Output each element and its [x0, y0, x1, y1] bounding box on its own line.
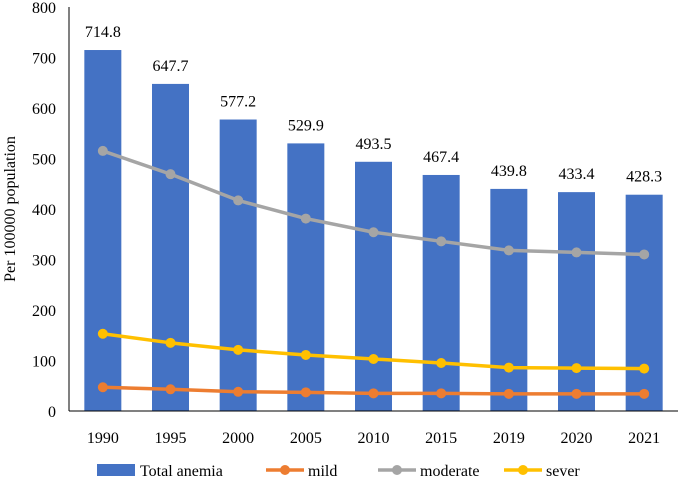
- bar-data-label: 577.2: [220, 94, 256, 111]
- x-axis-ticks: 1990 1995 2000 2005 2010 2015 2019 2020 2021: [87, 430, 660, 447]
- marker-mild: [639, 388, 650, 399]
- marker-mild: [571, 388, 582, 399]
- bar-total-anemia: [152, 83, 189, 411]
- bar-total-anemia: [355, 161, 392, 411]
- y-axis-title: Per 100000 population: [2, 136, 19, 282]
- bar-data-label: 467.4: [423, 149, 459, 166]
- marker-mild: [300, 387, 311, 398]
- legend-marker-mild: [280, 465, 290, 475]
- marker-mild: [165, 384, 176, 395]
- bar-total-anemia: [490, 188, 528, 411]
- y-tick-label: 400: [32, 202, 56, 219]
- legend-marker-sever: [518, 465, 528, 475]
- marker-mild: [503, 388, 514, 399]
- bar-data-label: 493.5: [356, 136, 392, 153]
- marker-moderate: [639, 249, 650, 260]
- marker-sever: [571, 363, 582, 374]
- marker-moderate: [300, 213, 311, 224]
- y-tick-label: 300: [32, 253, 56, 270]
- x-tick-label: 2015: [425, 430, 457, 447]
- marker-sever: [503, 362, 514, 373]
- x-tick-label: 2010: [358, 430, 390, 447]
- legend: Total anemia mild moderate sever: [97, 463, 580, 480]
- line-series: [97, 145, 650, 399]
- marker-moderate: [97, 145, 108, 156]
- bar-total-anemia: [625, 194, 663, 411]
- marker-moderate: [436, 236, 447, 247]
- marker-sever: [639, 363, 650, 374]
- axes: [68, 7, 678, 412]
- marker-sever: [300, 349, 311, 360]
- y-axis-ticks: 0 100 200 300 400 500 600 700 800: [32, 0, 56, 421]
- x-tick-label: 2019: [493, 430, 525, 447]
- legend-label-total-anemia: Total anemia: [140, 463, 223, 480]
- marker-sever: [233, 344, 244, 355]
- bar-data-label: 714.8: [85, 24, 121, 41]
- marker-sever: [165, 337, 176, 348]
- bar-total-anemia: [219, 119, 257, 411]
- bar-data-label: 433.4: [559, 166, 595, 183]
- bar-total-anemia: [287, 143, 325, 411]
- bar-data-label: 647.7: [153, 58, 189, 75]
- marker-moderate: [233, 195, 244, 206]
- y-tick-label: 800: [32, 0, 56, 17]
- legend-label-moderate: moderate: [420, 463, 480, 480]
- y-tick-label: 600: [32, 101, 56, 118]
- marker-moderate: [368, 227, 379, 238]
- legend-swatch-total-anemia: [97, 464, 135, 476]
- y-tick-label: 500: [32, 152, 56, 169]
- x-tick-label: 2000: [222, 430, 254, 447]
- y-tick-label: 700: [32, 51, 56, 68]
- bar-total-anemia: [422, 174, 460, 411]
- bar-data-label: 439.8: [491, 163, 527, 180]
- marker-sever: [368, 353, 379, 364]
- marker-moderate: [165, 169, 176, 180]
- marker-moderate: [503, 245, 514, 256]
- marker-mild: [368, 388, 379, 399]
- marker-moderate: [571, 247, 582, 258]
- x-tick-label: 2021: [628, 430, 660, 447]
- marker-mild: [436, 388, 447, 399]
- marker-sever: [97, 328, 108, 339]
- y-tick-label: 0: [48, 404, 56, 421]
- bar-data-label: 428.3: [626, 169, 662, 186]
- legend-label-mild: mild: [308, 463, 337, 480]
- bar-total-anemia: [84, 50, 122, 411]
- x-tick-label: 2005: [290, 430, 322, 447]
- x-tick-label: 1995: [155, 430, 187, 447]
- bar-series-total-anemia: 714.8 647.7 577.2 529.9 493.5 467.4 439.8 433.4…: [84, 24, 663, 411]
- bar-total-anemia: [558, 192, 595, 411]
- marker-mild: [233, 386, 244, 397]
- bar-data-label: 529.9: [288, 117, 324, 134]
- y-tick-label: 200: [32, 303, 56, 320]
- marker-mild: [97, 382, 108, 393]
- x-tick-label: 2020: [561, 430, 593, 447]
- x-tick-label: 1990: [87, 430, 119, 447]
- legend-label-sever: sever: [546, 463, 580, 480]
- marker-sever: [436, 358, 447, 369]
- legend-marker-moderate: [392, 465, 402, 475]
- y-tick-label: 100: [32, 354, 56, 371]
